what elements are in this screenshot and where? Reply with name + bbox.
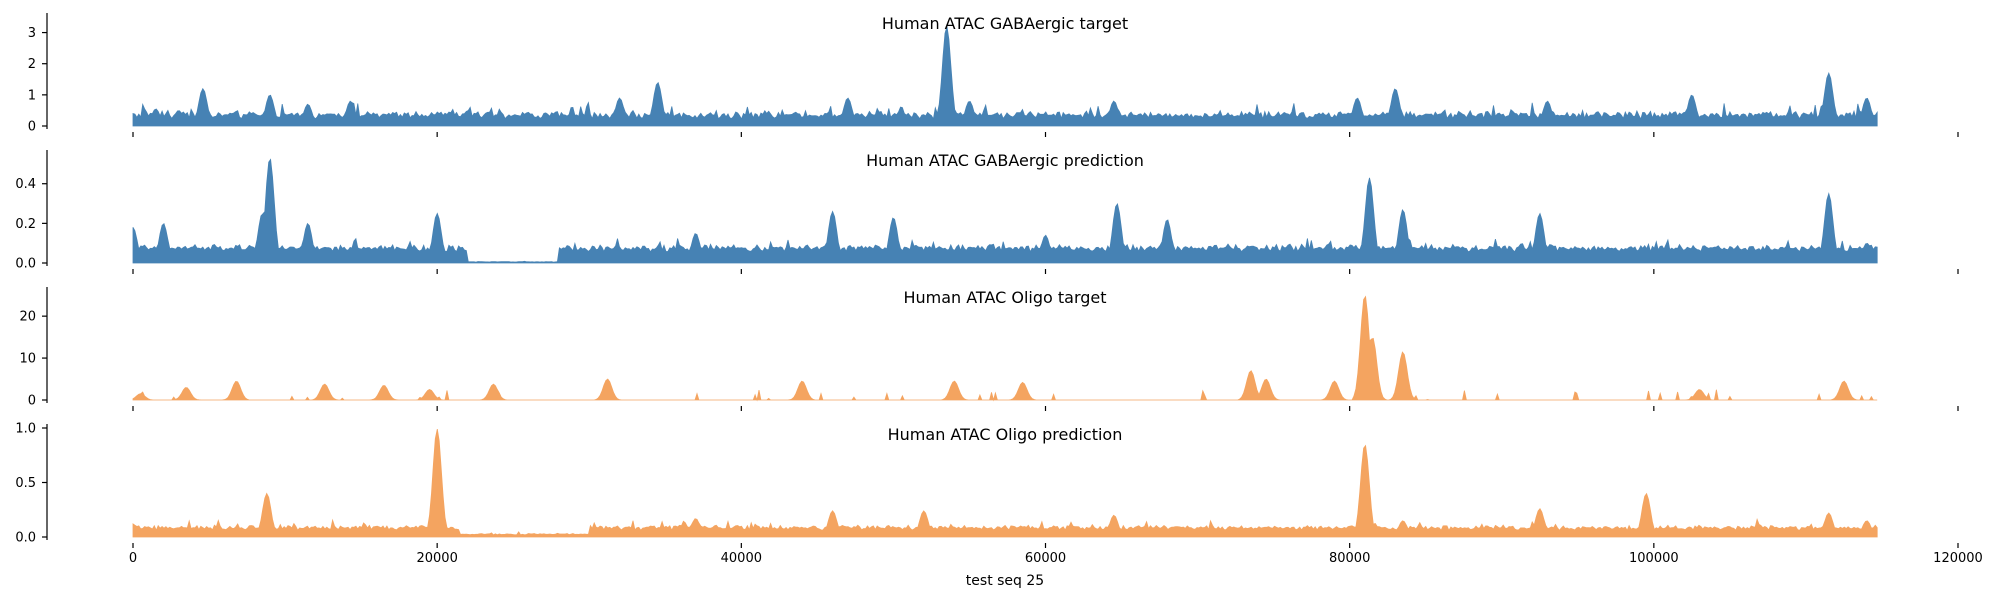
panel-title: Human ATAC GABAergic prediction: [866, 151, 1144, 170]
panel-3: 0 10 20 Human ATAC Oligo target: [19, 287, 1959, 411]
area-series: [132, 158, 1878, 264]
area-series: [132, 295, 1878, 402]
y-tick-label: 0.2: [15, 217, 36, 232]
y-tick-label: 0.0: [15, 257, 36, 272]
y-tick-label: 20: [19, 310, 36, 325]
panel-2: 0.0 0.2 0.4 Human ATAC GABAergic prediction: [15, 150, 1959, 274]
x-tick-label: 100000: [1629, 551, 1679, 566]
y-tick-label: 0.4: [15, 177, 36, 192]
y-tick-label: 0.0: [15, 531, 36, 546]
y-tick-label: 2: [28, 57, 36, 72]
y-tick-label: 10: [19, 352, 36, 367]
y-tick-label: 1.0: [15, 422, 36, 437]
y-tick-label: 3: [28, 26, 36, 41]
panel-title: Human ATAC GABAergic target: [882, 14, 1128, 33]
x-axis-label: test seq 25: [966, 573, 1044, 589]
x-tick-label: 0: [129, 551, 137, 566]
panel-1: 0 1 2 3 Human ATAC GABAergic target: [28, 13, 1959, 137]
y-tick-label: 0: [28, 394, 36, 409]
y-tick-label: 0.5: [15, 476, 36, 491]
panel-title: Human ATAC Oligo target: [903, 288, 1106, 307]
y-tick-label: 0: [28, 120, 36, 135]
panel-title: Human ATAC Oligo prediction: [888, 425, 1123, 444]
area-series: [132, 429, 1878, 538]
x-tick-label: 120000: [1933, 551, 1983, 566]
x-tick-label: 40000: [721, 551, 762, 566]
area-series: [132, 26, 1878, 127]
panels: 0 1 2 3 Human ATAC GABAergic target 0.0 0.2 0.4…: [15, 13, 1983, 566]
x-tick-labels: 0 20000 40000 60000 80000 100000 120000: [129, 551, 1983, 566]
x-tick-label: 80000: [1329, 551, 1370, 566]
panel-4: 0.0 0.5 1.0 Human ATAC Oligo prediction: [15, 422, 1959, 548]
x-tick-label: 20000: [416, 551, 457, 566]
y-tick-label: 1: [28, 88, 36, 103]
x-tick-label: 60000: [1025, 551, 1066, 566]
